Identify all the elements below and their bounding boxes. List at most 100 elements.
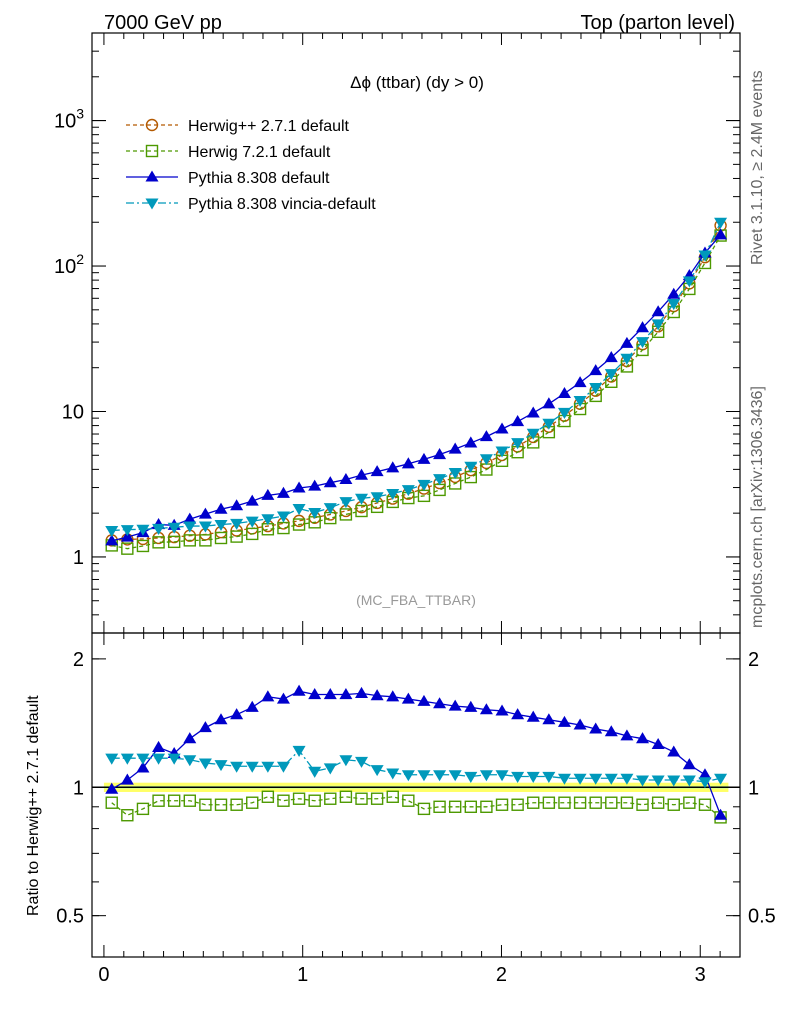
ratio-point-pythia-8-308-vincia-default	[245, 761, 259, 773]
ratio-point-pythia-8-308-default	[355, 686, 369, 698]
ratio-point-herwig-7-2-1-default	[386, 790, 399, 803]
ratio-point-pythia-8-308-vincia-default	[636, 775, 650, 787]
main-point-pythia-8-308-vincia-default	[667, 299, 681, 311]
ratio-point-pythia-8-308-vincia-default	[120, 753, 134, 765]
ratio-point-pythia-8-308-vincia-default	[167, 753, 181, 765]
main-point-pythia-8-308-default	[526, 406, 540, 418]
ratio-point-pythia-8-308-default	[214, 713, 228, 725]
ratio-point-pythia-8-308-default	[714, 808, 728, 820]
ratio-point-pythia-8-308-vincia-default	[682, 775, 696, 787]
ratio-point-herwig-7-2-1-default	[402, 794, 415, 807]
legend-marker-pythia-8-308-vincia-default	[145, 198, 159, 210]
main-point-pythia-8-308-vincia-default	[433, 474, 447, 486]
ratio-point-herwig-7-2-1-default	[573, 796, 587, 809]
main-point-pythia-8-308-vincia-default	[604, 369, 618, 381]
ratio-plot-panel: 0 1 2 3 0.5 0.5 1 1 2 2 Ratio to Herwig++ 2.7.1 d…	[25, 632, 776, 986]
main-point-pythia-8-308-vincia-default	[464, 461, 478, 473]
main-point-pythia-8-308-vincia-default	[105, 525, 119, 537]
ratio-point-pythia-8-308-default	[198, 721, 212, 733]
ratio-point-pythia-8-308-default	[230, 708, 244, 720]
ratio-point-pythia-8-308-vincia-default	[198, 758, 212, 770]
ratio-point-herwig-7-2-1-default	[230, 798, 243, 811]
y-tick-label: 10	[62, 401, 84, 423]
main-point-pythia-8-308-default	[198, 507, 212, 519]
legend-marker-herwig-7-2-1-default	[145, 144, 159, 158]
ratio-point-herwig-7-2-1-default	[464, 800, 478, 813]
ratio-point-herwig-7-2-1-default	[480, 800, 493, 813]
main-series-group	[105, 217, 728, 555]
main-point-pythia-8-308-vincia-default	[292, 504, 306, 516]
main-point-pythia-8-308-default	[511, 415, 525, 427]
ratio-point-pythia-8-308-vincia-default	[589, 773, 603, 785]
main-point-pythia-8-308-vincia-default	[479, 454, 493, 466]
main-point-herwig-7-2-1-default	[152, 536, 165, 549]
ratio-point-pythia-8-308-default	[651, 737, 665, 750]
ratio-point-pythia-8-308-vincia-default	[557, 773, 571, 785]
ratio-point-pythia-8-308-default	[682, 758, 696, 770]
main-point-pythia-8-308-default	[323, 476, 337, 488]
main-point-pythia-8-308-default	[308, 479, 322, 491]
ratio-point-pythia-8-308-default	[495, 704, 509, 716]
ratio-point-pythia-8-308-default	[370, 689, 384, 701]
ratio-point-herwig-7-2-1-default	[355, 792, 368, 805]
main-line-herwig-2-7-1-default	[111, 225, 722, 542]
main-point-pythia-8-308-vincia-default	[573, 395, 587, 407]
main-point-pythia-8-308-default	[651, 305, 665, 317]
ratio-point-pythia-8-308-default	[339, 688, 353, 700]
main-point-herwig-7-2-1-default	[339, 508, 353, 521]
ratio-point-herwig-7-2-1-default	[683, 796, 696, 809]
ratio-point-pythia-8-308-vincia-default	[464, 771, 478, 783]
main-point-pythia-8-308-default	[105, 534, 119, 546]
y-tick-label: 1	[73, 547, 84, 569]
ratio-point-herwig-7-2-1-default	[511, 798, 524, 811]
ratio-point-pythia-8-308-vincia-default	[433, 770, 447, 782]
x-tick-label: 1	[297, 964, 308, 986]
main-point-pythia-8-308-vincia-default	[651, 319, 665, 331]
main-point-pythia-8-308-vincia-default	[370, 492, 384, 504]
main-line-herwig-7-2-1-default	[111, 235, 722, 550]
legend-marker-herwig-2-7-1-default	[145, 118, 159, 132]
ratio-point-pythia-8-308-vincia-default	[214, 760, 228, 772]
y-tick-label: 1	[73, 777, 84, 799]
ratio-point-herwig-7-2-1-default	[199, 798, 212, 811]
main-line-pythia-8-308-default	[111, 234, 722, 542]
ratio-point-pythia-8-308-default	[183, 732, 197, 744]
main-point-pythia-8-308-default	[214, 502, 228, 514]
main-point-pythia-8-308-default	[417, 452, 431, 464]
ratio-point-pythia-8-308-vincia-default	[292, 745, 306, 757]
ratio-point-pythia-8-308-default	[479, 703, 493, 715]
main-plot-panel: Δϕ (ttbar) (dy > 0) (MC_FBA_TTBAR) 1 10 10…	[54, 32, 741, 634]
ratio-point-herwig-7-2-1-default	[495, 798, 509, 811]
main-point-herwig-7-2-1-default	[121, 542, 134, 555]
ratio-point-pythia-8-308-default	[698, 768, 712, 780]
main-point-pythia-8-308-vincia-default	[511, 438, 525, 450]
ratio-line-herwig-7-2-1-default	[111, 796, 721, 818]
main-point-pythia-8-308-vincia-default	[183, 521, 197, 533]
ratio-point-pythia-8-308-vincia-default	[417, 770, 431, 782]
main-point-pythia-8-308-default	[276, 486, 290, 498]
ratio-point-pythia-8-308-vincia-default	[667, 775, 681, 787]
ratio-frame	[91, 632, 741, 958]
ratio-y-axis-label: Ratio to Herwig++ 2.7.1 default	[25, 695, 42, 916]
ratio-point-herwig-7-2-1-default	[105, 796, 118, 809]
ratio-point-herwig-7-2-1-default	[261, 790, 275, 803]
header-right-title: Top (parton level)	[580, 12, 735, 34]
analysis-label: (MC_FBA_TTBAR)	[356, 592, 476, 608]
main-point-pythia-8-308-vincia-default	[557, 407, 571, 419]
x-tick-label: 2	[496, 964, 507, 986]
main-point-herwig-7-2-1-default	[214, 531, 228, 545]
ratio-point-herwig-7-2-1-default	[620, 796, 634, 809]
ratio-point-pythia-8-308-vincia-default	[401, 770, 415, 782]
ratio-point-pythia-8-308-default	[152, 740, 166, 752]
main-point-pythia-8-308-default	[604, 351, 618, 363]
main-point-pythia-8-308-vincia-default	[261, 514, 275, 526]
ratio-point-pythia-8-308-default	[526, 710, 540, 722]
main-point-pythia-8-308-vincia-default	[276, 511, 290, 523]
y-tick-label-right: 2	[748, 649, 759, 671]
ratio-point-pythia-8-308-default	[573, 718, 587, 730]
ratio-point-herwig-7-2-1-default	[605, 796, 618, 809]
ratio-point-herwig-7-2-1-default	[292, 792, 306, 805]
main-point-herwig-7-2-1-default	[136, 539, 150, 553]
main-point-pythia-8-308-vincia-default	[120, 525, 134, 537]
ratio-point-pythia-8-308-default	[604, 725, 618, 737]
